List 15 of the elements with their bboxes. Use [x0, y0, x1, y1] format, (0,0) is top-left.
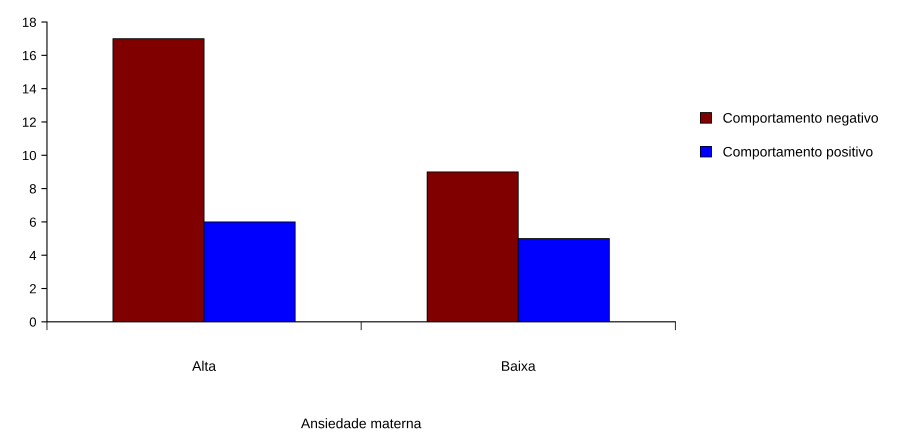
y-tick-label: 2	[30, 284, 36, 294]
y-tick-label: 10	[22, 150, 36, 160]
y-tick-label: 0	[30, 317, 36, 327]
y-tick-label: 16	[22, 50, 36, 60]
y-tick-label: 12	[22, 118, 36, 127]
y-tick-label: 8	[30, 184, 36, 194]
y-tick-label: 18	[22, 18, 36, 27]
y-tick-label: 14	[22, 84, 36, 94]
y-tick-label: 4	[30, 250, 36, 260]
x-tick-label: Alta	[192, 360, 216, 371]
y-tick-label: 6	[30, 217, 36, 227]
x-axis-title: Ansiedade materna	[300, 418, 422, 428]
legend-label: Comportamento negativo	[723, 112, 878, 126]
legend-label: Comportamento positivo	[723, 146, 873, 160]
x-tick-label: Baixa	[502, 360, 536, 371]
